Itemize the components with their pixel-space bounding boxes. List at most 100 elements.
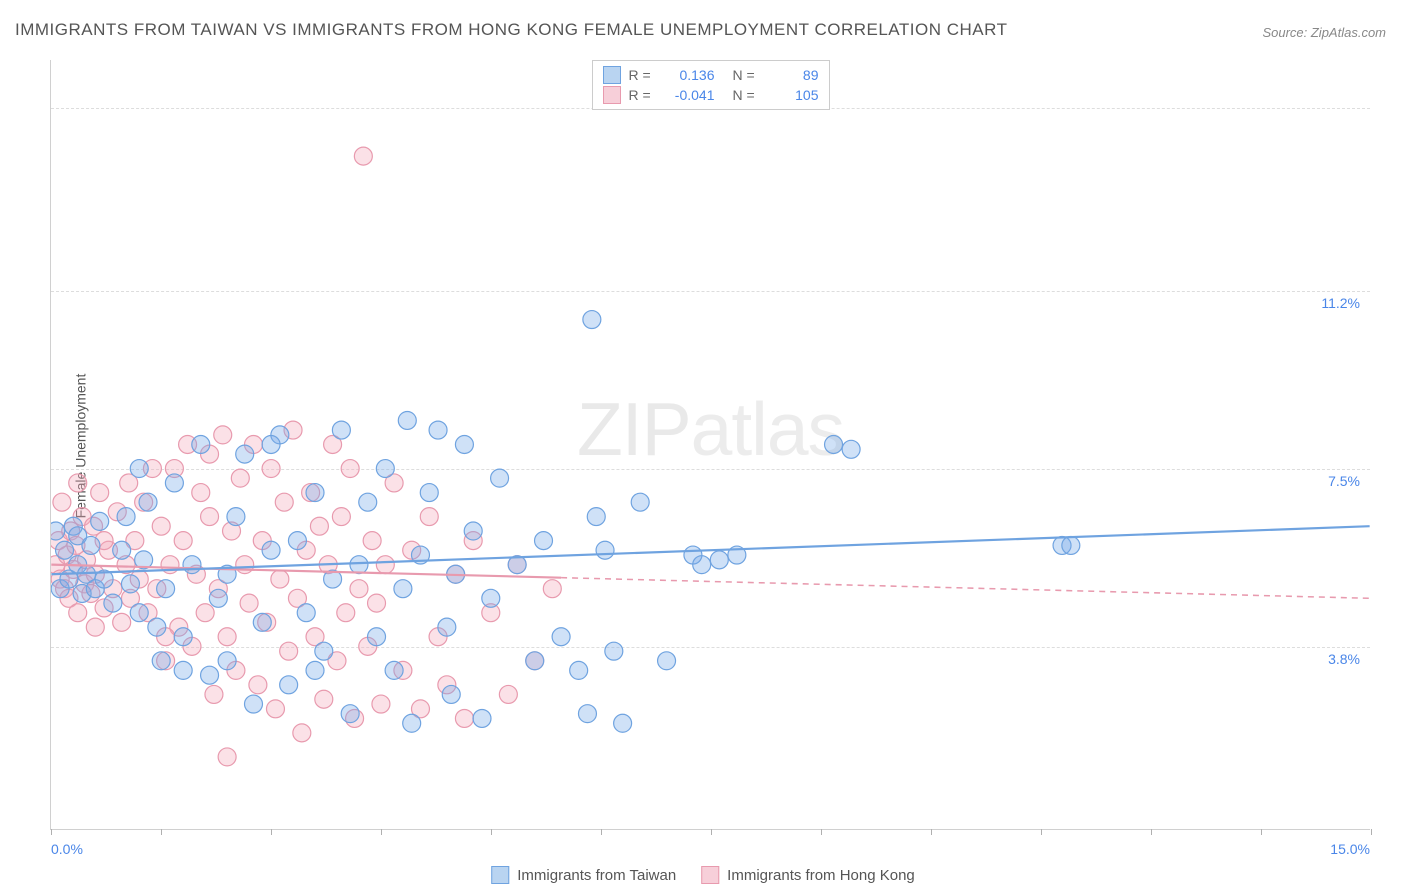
legend-row-taiwan: R = 0.136 N = 89: [603, 65, 819, 85]
scatter-point: [398, 411, 416, 429]
scatter-point: [658, 652, 676, 670]
scatter-point: [275, 493, 293, 511]
scatter-point: [499, 685, 517, 703]
scatter-point: [315, 690, 333, 708]
scatter-point: [315, 642, 333, 660]
scatter-point: [69, 604, 87, 622]
scatter-point: [218, 748, 236, 766]
scatter-svg: [51, 60, 1370, 829]
scatter-point: [82, 536, 100, 554]
r-label: R =: [629, 87, 657, 103]
scatter-point: [262, 541, 280, 559]
scatter-point: [482, 589, 500, 607]
r-value-taiwan: 0.136: [665, 67, 715, 83]
scatter-point: [174, 532, 192, 550]
scatter-point: [51, 522, 65, 540]
scatter-point: [372, 695, 390, 713]
scatter-point: [113, 541, 131, 559]
scatter-point: [201, 666, 219, 684]
plot-area: ZIPatlas R = 0.136 N = 89 R = -0.041 N =…: [50, 60, 1370, 830]
x-tick: [1151, 829, 1152, 835]
scatter-point: [420, 508, 438, 526]
scatter-point: [420, 484, 438, 502]
n-label: N =: [733, 67, 761, 83]
scatter-point: [359, 493, 377, 511]
n-label: N =: [733, 87, 761, 103]
scatter-point: [209, 589, 227, 607]
scatter-point: [473, 709, 491, 727]
scatter-point: [174, 628, 192, 646]
bottom-legend-hongkong: Immigrants from Hong Kong: [701, 866, 915, 884]
scatter-point: [214, 426, 232, 444]
scatter-point: [130, 460, 148, 478]
scatter-point: [394, 580, 412, 598]
scatter-point: [596, 541, 614, 559]
scatter-point: [104, 594, 122, 612]
scatter-point: [491, 469, 509, 487]
scatter-point: [350, 580, 368, 598]
scatter-point: [165, 474, 183, 492]
x-tick: [931, 829, 932, 835]
scatter-point: [543, 580, 561, 598]
bottom-legend-taiwan: Immigrants from Taiwan: [491, 866, 676, 884]
scatter-point: [376, 556, 394, 574]
scatter-point: [583, 311, 601, 329]
scatter-point: [306, 661, 324, 679]
scatter-point: [262, 436, 280, 454]
x-tick: [161, 829, 162, 835]
scatter-point: [429, 421, 447, 439]
scatter-point: [825, 436, 843, 454]
n-value-hongkong: 105: [769, 87, 819, 103]
scatter-point: [121, 575, 139, 593]
scatter-point: [196, 604, 214, 622]
scatter-point: [385, 661, 403, 679]
swatch-hongkong-icon: [701, 866, 719, 884]
scatter-point: [113, 613, 131, 631]
n-value-taiwan: 89: [769, 67, 819, 83]
scatter-point: [152, 652, 170, 670]
scatter-point: [53, 493, 71, 511]
r-label: R =: [629, 67, 657, 83]
scatter-point: [578, 705, 596, 723]
scatter-point: [253, 613, 271, 631]
scatter-point: [236, 445, 254, 463]
bottom-legend-hongkong-label: Immigrants from Hong Kong: [727, 867, 915, 884]
scatter-point: [438, 618, 456, 636]
scatter-point: [587, 508, 605, 526]
scatter-point: [403, 714, 421, 732]
scatter-point: [341, 460, 359, 478]
x-tick: [491, 829, 492, 835]
x-tick: [821, 829, 822, 835]
scatter-point: [183, 556, 201, 574]
scatter-point: [69, 474, 87, 492]
legend-row-hongkong: R = -0.041 N = 105: [603, 85, 819, 105]
scatter-point: [535, 532, 553, 550]
scatter-point: [157, 580, 175, 598]
source-attribution: Source: ZipAtlas.com: [1262, 25, 1386, 40]
scatter-point: [306, 484, 324, 502]
scatter-point: [455, 709, 473, 727]
scatter-point: [218, 628, 236, 646]
x-tick-label-max: 15.0%: [1330, 841, 1370, 857]
scatter-point: [631, 493, 649, 511]
scatter-point: [280, 642, 298, 660]
scatter-point: [368, 628, 386, 646]
scatter-point: [332, 421, 350, 439]
scatter-point: [205, 685, 223, 703]
scatter-point: [354, 147, 372, 165]
scatter-point: [842, 440, 860, 458]
scatter-point: [271, 570, 289, 588]
scatter-point: [363, 532, 381, 550]
scatter-point: [1062, 536, 1080, 554]
x-tick: [381, 829, 382, 835]
scatter-point: [280, 676, 298, 694]
scatter-point: [91, 484, 109, 502]
scatter-point: [341, 705, 359, 723]
scatter-point: [227, 508, 245, 526]
x-tick: [1371, 829, 1372, 835]
x-tick: [601, 829, 602, 835]
scatter-point: [91, 512, 109, 530]
swatch-taiwan-icon: [491, 866, 509, 884]
scatter-point: [240, 594, 258, 612]
x-tick-label-min: 0.0%: [51, 841, 83, 857]
